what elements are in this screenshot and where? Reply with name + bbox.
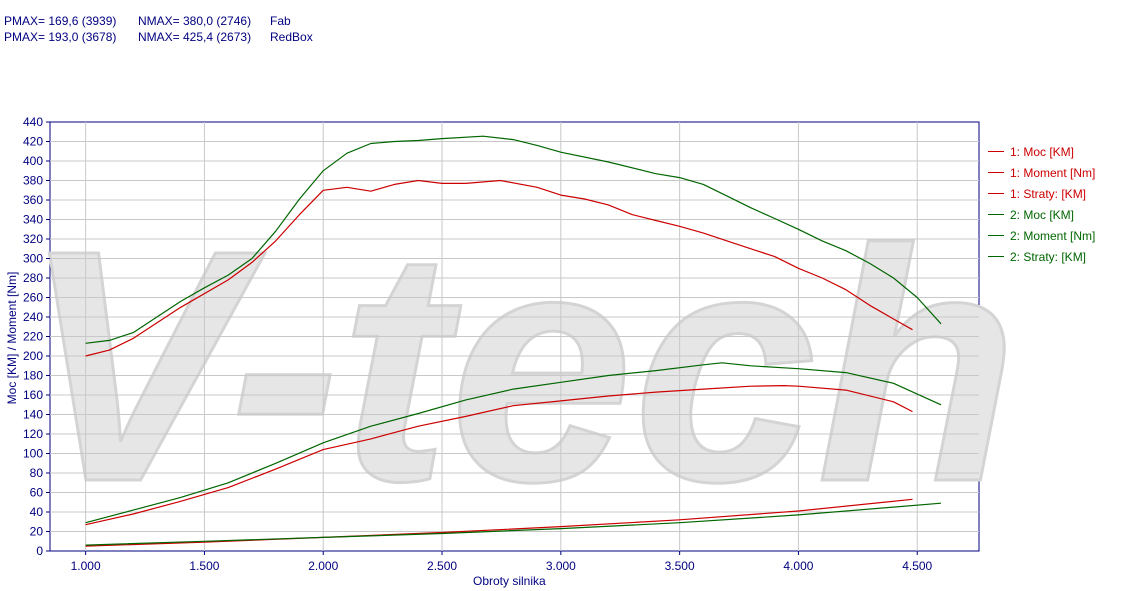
y-tick-label: 300: [23, 252, 43, 266]
x-tick-label: 1.000: [71, 559, 101, 573]
pmax-text: PMAX= 193,0 (3678): [4, 29, 117, 44]
x-tick-label: 4.500: [902, 559, 932, 573]
y-tick-label: 180: [23, 369, 43, 383]
x-tick-label: 2.000: [308, 559, 338, 573]
legend-label: 2: Straty: [KM]: [1010, 249, 1087, 264]
y-tick-label: 240: [23, 310, 43, 324]
series-line-3: [85, 498, 913, 547]
y-tick-label: 140: [23, 408, 43, 422]
y-tick-label: 220: [23, 330, 43, 344]
y-tick-label: 420: [23, 135, 43, 149]
legend-label: 2: Moment [Nm]: [1010, 228, 1096, 243]
header-row-redbox: PMAX= 193,0 (3678) NMAX= 425,4 (2673) RedB…: [4, 30, 313, 46]
y-axis-ticks: 0 20 40 60 80 100 120 140 160 180 200 220 240 260 280 3…: [23, 115, 50, 558]
legend-swatch: [988, 193, 1004, 194]
legend-item: 2: Moc [KM]: [988, 204, 1095, 225]
x-tick-label: 3.500: [665, 559, 695, 573]
y-tick-label: 380: [23, 174, 43, 188]
nmax-text: NMAX= 380,0 (2746): [138, 14, 252, 28]
y-tick-label: 120: [23, 427, 43, 441]
x-tick-label: 4.000: [783, 559, 813, 573]
x-tick-label: 2.500: [427, 559, 457, 573]
y-tick-label: 360: [23, 193, 43, 207]
x-tick-label: 3.000: [546, 559, 576, 573]
nmax-text: NMAX= 425,4 (2673): [138, 29, 252, 44]
watermark-logo: V-tech: [22, 181, 1018, 550]
series-lines: [85, 135, 942, 547]
y-tick-label: 0: [36, 544, 43, 558]
y-tick-label: 20: [30, 525, 44, 539]
y-tick-label: 40: [30, 505, 44, 519]
legend-item: 1: Straty: [KM]: [988, 183, 1095, 204]
series-line-6: [85, 502, 942, 546]
x-axis-label: Obroty silnika: [473, 574, 546, 588]
legend-item: 1: Moc [KM]: [988, 141, 1095, 162]
legend-item: 2: Moment [Nm]: [988, 225, 1095, 246]
y-tick-label: 280: [23, 271, 43, 285]
series-line-2: [85, 179, 913, 357]
legend-swatch: [988, 214, 1004, 215]
chart-legend: 1: Moc [KM] 1: Moment [Nm] 1: Straty: [KM]…: [988, 141, 1095, 267]
y-tick-label: 440: [23, 115, 43, 129]
y-tick-label: 80: [30, 466, 44, 480]
y-tick-label: 400: [23, 154, 43, 168]
x-axis-ticks: 1.000 1.500 2.000 2.500 3.000 3.500 4.000 4.500: [71, 551, 933, 573]
y-tick-label: 200: [23, 349, 43, 363]
y-tick-label: 320: [23, 232, 43, 246]
y-tick-label: 60: [30, 486, 44, 500]
y-tick-label: 160: [23, 388, 43, 402]
legend-label: 1: Moment [Nm]: [1010, 165, 1096, 180]
y-tick-label: 260: [23, 291, 43, 305]
run-name: Fab: [270, 14, 291, 28]
legend-label: 2: Moc [KM]: [1010, 207, 1075, 222]
legend-label: 1: Moc [KM]: [1010, 144, 1075, 159]
legend-item: 1: Moment [Nm]: [988, 162, 1095, 183]
y-tick-label: 340: [23, 213, 43, 227]
series-line-4: [85, 362, 942, 524]
legend-item: 2: Straty: [KM]: [988, 246, 1095, 267]
legend-label: 1: Straty: [KM]: [1010, 186, 1087, 201]
results-header: PMAX= 169,6 (3939) NMAX= 380,0 (2746) Fab …: [4, 14, 313, 45]
legend-swatch: [988, 256, 1004, 257]
pmax-text: PMAX= 169,6 (3939): [4, 14, 117, 28]
run-name: RedBox: [270, 29, 313, 44]
legend-swatch: [988, 235, 1004, 236]
header-row-fab: PMAX= 169,6 (3939) NMAX= 380,0 (2746) Fab: [4, 14, 313, 30]
legend-swatch: [988, 151, 1004, 152]
legend-swatch: [988, 172, 1004, 173]
y-axis-label: Moc [KM] / Moment [Nm]: [5, 271, 19, 405]
grid-lines: [50, 122, 979, 551]
x-tick-label: 1.500: [189, 559, 219, 573]
y-tick-label: 100: [23, 447, 43, 461]
series-line-5: [85, 135, 942, 344]
series-line-1: [85, 385, 913, 526]
